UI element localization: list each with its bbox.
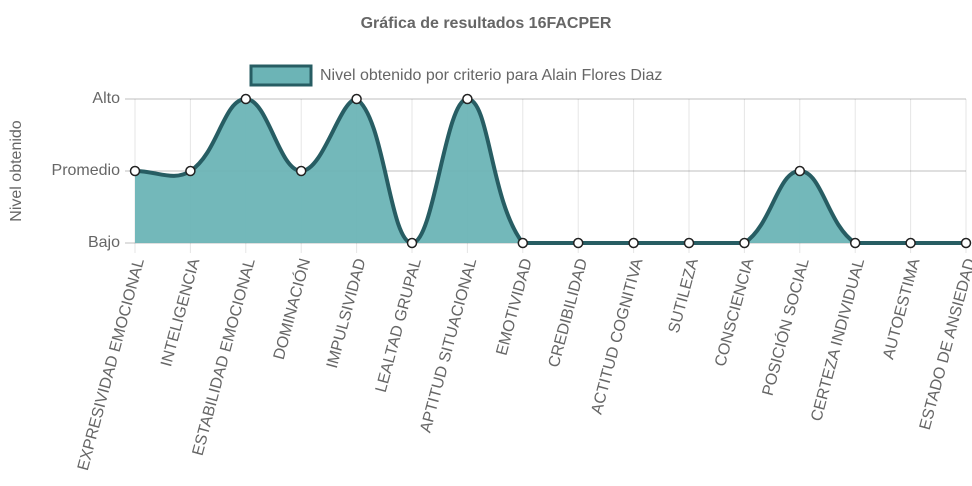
x-tick-label: APTITUD SITUACIONAL — [417, 257, 480, 435]
y-tick-label: Alto — [92, 90, 120, 107]
x-tick-label: POSICIÓN SOCIAL — [758, 256, 813, 398]
point — [683, 237, 695, 249]
point — [905, 237, 916, 249]
line — [134, 96, 966, 246]
x-tick-label: CREDIBILIDAD — [546, 257, 591, 370]
point — [794, 165, 806, 177]
point — [129, 165, 141, 177]
chart-title: Gráfica de resultados 16FACPER — [361, 15, 612, 32]
x-tick-label: LEALTAD GRUPAL — [373, 257, 425, 395]
legend-swatch — [249, 64, 313, 87]
x-tick-label: IMPULSIVIDAD — [324, 257, 370, 370]
x-tick-label: AUTOESTIMA — [880, 256, 923, 361]
y-tick-label: Promedio — [52, 162, 121, 179]
legend-label: Nivel obtenido por criterio para Alain F… — [320, 67, 662, 84]
x-tick-label: CONSCIENCIA — [712, 256, 757, 368]
point — [462, 93, 473, 105]
point — [351, 93, 362, 105]
area — [135, 99, 966, 243]
x-tick-label: ACTITUD COGNITIVA — [589, 256, 647, 416]
y-axis-title: Nivel obtenido — [8, 120, 25, 222]
x-tick-label: ESTABILIDAD EMOCIONAL — [190, 257, 259, 458]
point — [849, 237, 861, 249]
point — [240, 93, 252, 105]
x-tick-label: EMOTIVIDAD — [494, 257, 536, 358]
point — [572, 237, 584, 249]
point — [739, 237, 750, 249]
y-tick-label: Bajo — [88, 234, 120, 251]
x-tick-label: CERTEZA INDIVIDUAL — [808, 257, 868, 424]
point — [295, 165, 307, 177]
point — [960, 237, 972, 249]
point — [406, 237, 418, 249]
point — [185, 165, 196, 177]
x-tick-label: DOMINACIÓN — [269, 256, 314, 361]
x-tick-label: SUTILEZA — [666, 256, 702, 335]
x-tick-label: ESTADO DE ANSIEDAD — [917, 257, 972, 432]
point — [628, 237, 639, 249]
x-tick-label: INTELIGENCIA — [158, 256, 203, 368]
x-tick-label: EXPRESIVIDAD EMOCIONAL — [75, 257, 148, 473]
point — [517, 237, 529, 249]
